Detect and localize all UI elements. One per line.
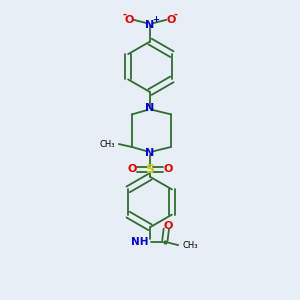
Text: -: - bbox=[174, 10, 178, 20]
Text: O: O bbox=[128, 164, 137, 174]
Text: +: + bbox=[152, 15, 159, 24]
Text: N: N bbox=[146, 148, 154, 158]
Text: CH₃: CH₃ bbox=[99, 140, 115, 148]
Text: -: - bbox=[122, 10, 126, 20]
Text: NH: NH bbox=[131, 237, 148, 247]
Text: N: N bbox=[146, 103, 154, 113]
Text: CH₃: CH₃ bbox=[183, 241, 198, 250]
Text: O: O bbox=[163, 221, 172, 231]
Text: S: S bbox=[146, 163, 154, 176]
Text: O: O bbox=[124, 15, 134, 25]
Text: O: O bbox=[166, 15, 176, 25]
Text: N: N bbox=[146, 20, 154, 30]
Text: O: O bbox=[163, 164, 172, 174]
